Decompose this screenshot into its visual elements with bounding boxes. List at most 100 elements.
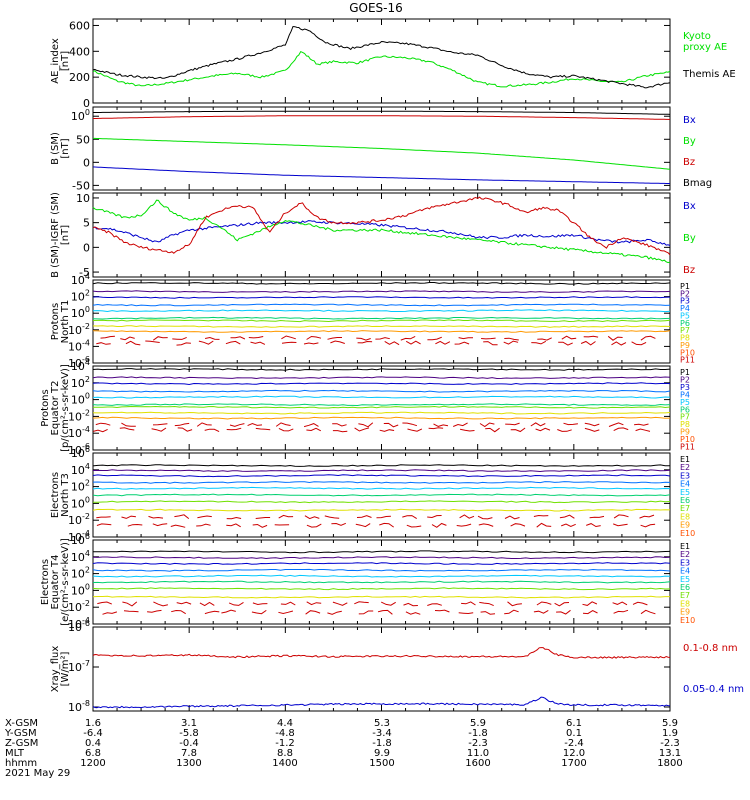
y-tick-label: 400: [69, 45, 90, 58]
flux-channel-segment: [556, 609, 571, 615]
y-tick-label: 10-4: [68, 338, 90, 353]
flux-channel-segment: [558, 341, 573, 346]
channel-label: E1: [680, 542, 690, 551]
series-line-by: [93, 137, 671, 170]
flux-channel-line: [92, 368, 671, 371]
flux-channel-segment: [631, 341, 647, 346]
ephemeris-value: 12.0: [563, 748, 585, 759]
ephemeris-value: 7.8: [181, 748, 197, 759]
flux-channel-line: [92, 290, 671, 293]
flux-channel-segment: [278, 427, 294, 432]
flux-channel-segment: [306, 427, 322, 432]
flux-channel-segment: [174, 422, 190, 427]
flux-channel-segment: [152, 523, 168, 527]
series-line-by: [92, 199, 671, 264]
channel-label: E8: [680, 512, 690, 521]
ephemeris-value: -1.8: [468, 728, 488, 739]
flux-channel-segment: [405, 340, 421, 345]
flux-channel-segment: [174, 514, 190, 519]
channel-label: P8: [680, 334, 690, 343]
ephemeris-value: 1600: [465, 758, 490, 769]
flux-channel-segment: [331, 522, 346, 526]
panel-ae: 0 200 400 600 AE_index[nT] Kyoto proxy AE Themi…: [50, 18, 736, 110]
legend-label: By: [683, 136, 696, 147]
flux-channel-segment: [204, 336, 220, 340]
flux-channel-line: [92, 595, 670, 599]
flux-channel-segment: [458, 612, 474, 615]
flux-channel-line: [92, 382, 671, 386]
ephemeris-value: 5.9: [470, 718, 486, 729]
channel-label: E8: [680, 599, 690, 608]
ephemeris-value: 1.9: [662, 728, 678, 739]
flux-channel-line: [92, 508, 671, 512]
channel-label: E5: [680, 575, 690, 584]
flux-channel-segment: [252, 602, 268, 606]
flux-channel-segment: [170, 524, 186, 528]
ephemeris-value: -2.3: [468, 738, 488, 749]
channel-label: E9: [680, 608, 690, 617]
flux-channel-segment: [358, 610, 374, 615]
y-axis-label: ProtonsEquator T2[p/(cm²-s-sr-keV)]: [40, 364, 71, 452]
channel-label: P3: [680, 297, 690, 306]
channel-label: P2: [680, 289, 690, 298]
flux-channel-segment: [125, 340, 141, 346]
flux-channel-segment: [171, 609, 186, 615]
ephemeris-value: 1200: [80, 758, 105, 769]
flux-channel-segment: [533, 514, 549, 517]
flux-channel-segment: [454, 341, 470, 345]
ephemeris-row-label: MLT: [5, 748, 25, 759]
y-tick-label: 50: [76, 133, 90, 146]
flux-channel-segment: [176, 342, 191, 346]
flux-channel-segment: [640, 523, 656, 528]
legend-label: Bx: [683, 115, 696, 126]
legend-label: Kyoto proxy AE: [683, 31, 727, 53]
channel-label: E6: [680, 496, 690, 505]
flux-channel-segment: [147, 609, 162, 613]
ephemeris-value: 3.1: [181, 718, 197, 729]
flux-channel-segment: [428, 427, 444, 430]
flux-channel-segment: [327, 337, 342, 340]
ephemeris-value: -2.3: [660, 738, 680, 749]
flux-channel-segment: [632, 601, 648, 606]
y-tick-label: 106: [71, 445, 90, 460]
channel-label: P6: [680, 319, 690, 328]
y-axis-label: Xray_flux[W/m²]: [50, 646, 71, 693]
flux-channel-segment: [504, 609, 519, 615]
flux-channel-segment: [280, 601, 296, 606]
flux-channel-segment: [584, 422, 600, 427]
channel-label: E10: [680, 616, 695, 625]
flux-channel-segment: [377, 609, 393, 615]
flux-channel-segment: [505, 422, 520, 426]
flux-channel-segment: [379, 429, 395, 432]
series-line-bz: [93, 115, 671, 120]
channel-label: E1: [680, 455, 690, 464]
series-line-bmag: [93, 110, 671, 115]
y-tick-label: 100: [71, 495, 90, 510]
y-tick-label: 10-2: [68, 599, 90, 614]
flux-channel-segment: [153, 601, 169, 607]
flux-channel-segment: [303, 342, 319, 345]
panel-frame: [92, 365, 671, 451]
channel-label: P1: [680, 282, 690, 291]
ephemeris-value: -6.4: [83, 728, 103, 739]
flux-channel-segment: [384, 340, 400, 346]
channel-label: P7: [680, 413, 690, 422]
ephemeris-value: -1.8: [372, 738, 392, 749]
y-axis-label: ElectronsEquator T4[e/(cm²-s-sr-keV)]: [40, 538, 71, 626]
flux-channel-segment: [379, 522, 394, 528]
flux-channel-segment: [510, 523, 526, 527]
panel-xray: 10-6 10-7 10-8 Xray_flux[W/m²] 0.1-0.8 nm 0.0…: [50, 619, 744, 714]
channel-label: E4: [680, 480, 690, 489]
flux-channel-segment: [121, 515, 136, 519]
flux-channel-segment: [332, 601, 348, 606]
ephemeris-row-label: X-GSM: [5, 718, 38, 729]
flux-channel-segment: [559, 514, 575, 519]
ephemeris-value: 1800: [657, 758, 682, 769]
flux-channel-segment: [535, 427, 551, 432]
flux-channel-segment: [561, 523, 576, 527]
flux-channel-line: [92, 405, 671, 409]
flux-channel-segment: [356, 515, 372, 518]
series-line-bx: [92, 220, 671, 247]
flux-channel-line: [92, 376, 671, 380]
